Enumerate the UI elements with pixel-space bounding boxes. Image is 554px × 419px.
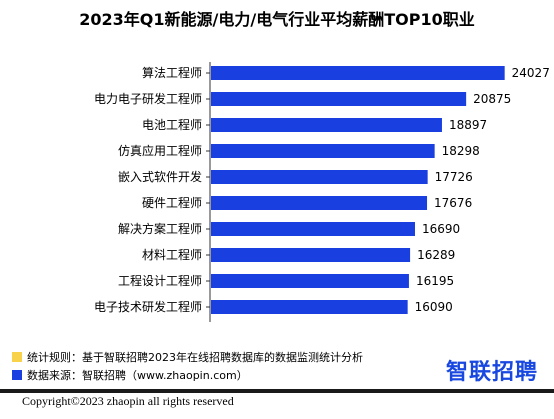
value-label: 16195 (416, 274, 454, 288)
category-label: 嵌入式软件开发 (118, 169, 202, 184)
bar (211, 300, 408, 314)
category-label: 解决方案工程师 (118, 221, 202, 236)
notes: 统计规则：基于智联招聘2023年在线招聘数据库的数据监测统计分析 数据来源：智联… (12, 348, 363, 384)
copyright-text: Copyright©2023 zhaopin all rights reserv… (22, 394, 234, 408)
category-label: 电子技术研发工程师 (94, 299, 202, 314)
note-source: 数据来源：智联招聘（www.zhaopin.com） (12, 366, 363, 384)
bar (211, 248, 411, 262)
bar (211, 118, 442, 132)
category-label: 工程设计工程师 (118, 273, 202, 288)
bar-chart: 算法工程师 24027 电力电子研发工程师 20875 电池工程师 18897 仿真应用工程… (94, 62, 550, 322)
category-label: 算法工程师 (142, 65, 202, 80)
value-label: 24027 (512, 66, 550, 80)
source-swatch (12, 370, 22, 380)
value-label: 20875 (473, 92, 511, 106)
bar (211, 222, 415, 236)
brand-logo: 智联招聘 (445, 360, 538, 385)
bar (211, 196, 428, 210)
value-label: 17726 (435, 170, 473, 184)
chart-title: 2023年Q1新能源/电力/电气行业平均薪酬TOP10职业 (79, 10, 475, 29)
value-label: 18897 (449, 118, 487, 132)
bar (211, 274, 409, 288)
category-label: 仿真应用工程师 (118, 143, 202, 158)
note-source-text: 数据来源：智联招聘（www.zhaopin.com） (27, 369, 248, 382)
rule-swatch (12, 352, 22, 362)
bar (211, 92, 467, 106)
category-label: 硬件工程师 (142, 195, 202, 210)
value-label: 16690 (422, 222, 460, 236)
note-rule-text: 统计规则：基于智联招聘2023年在线招聘数据库的数据监测统计分析 (27, 351, 363, 364)
note-rule: 统计规则：基于智联招聘2023年在线招聘数据库的数据监测统计分析 (12, 348, 363, 366)
category-label: 材料工程师 (142, 247, 202, 262)
category-label: 电池工程师 (142, 117, 202, 132)
bar (211, 144, 435, 158)
category-label: 电力电子研发工程师 (94, 91, 202, 106)
value-label: 17676 (434, 196, 472, 210)
value-label: 18298 (442, 144, 480, 158)
bar (211, 170, 428, 184)
value-label: 16289 (417, 248, 455, 262)
footer-divider (0, 389, 554, 393)
bar (211, 66, 505, 80)
value-label: 16090 (415, 300, 453, 314)
